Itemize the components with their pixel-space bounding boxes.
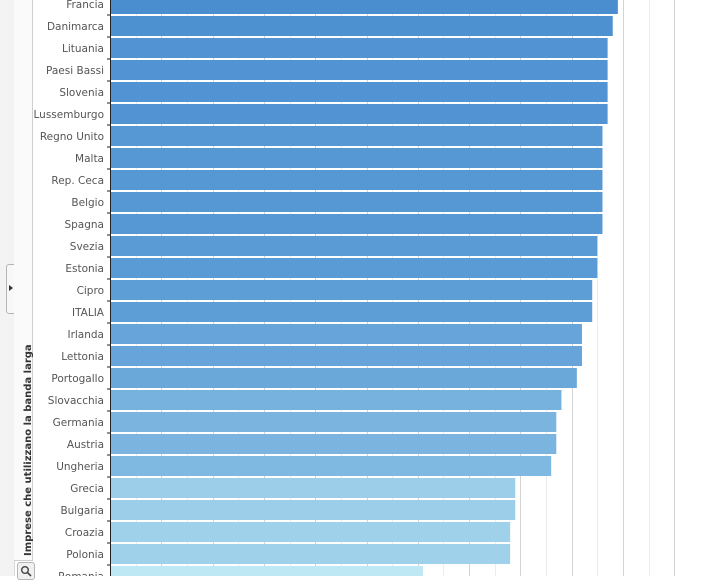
bar[interactable]	[110, 258, 598, 278]
bar[interactable]	[110, 500, 516, 520]
bar[interactable]	[110, 60, 608, 80]
bar[interactable]	[110, 38, 608, 58]
category-label: Irlanda	[67, 329, 104, 341]
category-label: Paesi Bassi	[46, 65, 104, 77]
bar[interactable]	[110, 0, 618, 14]
bar[interactable]	[110, 126, 603, 146]
bar[interactable]	[110, 324, 582, 344]
category-label: Regno Unito	[40, 131, 104, 143]
category-label: Germania	[53, 417, 104, 429]
bar[interactable]	[110, 456, 552, 476]
category-label: Slovacchia	[48, 395, 104, 407]
bar[interactable]	[110, 368, 577, 388]
bar[interactable]	[110, 214, 603, 234]
category-label: Malta	[75, 153, 104, 165]
axis-title-panel	[14, 0, 33, 561]
category-label: Estonia	[65, 263, 104, 275]
category-label: Lettonia	[61, 351, 104, 363]
category-label: Cipro	[77, 285, 104, 297]
category-label: ITALIA	[72, 307, 105, 319]
category-label: Portogallo	[51, 373, 104, 385]
category-label: Grecia	[70, 483, 104, 495]
category-label: Lussemburgo	[34, 109, 105, 121]
category-label: Bulgaria	[60, 505, 104, 517]
bar[interactable]	[110, 522, 511, 542]
bar[interactable]	[110, 412, 557, 432]
bar[interactable]	[110, 192, 603, 212]
bar[interactable]	[110, 478, 516, 498]
bar[interactable]	[110, 148, 603, 168]
category-label: Polonia	[66, 549, 104, 561]
bar[interactable]	[110, 104, 608, 124]
bar[interactable]	[110, 82, 608, 102]
category-label: Lituania	[62, 43, 104, 55]
bar[interactable]	[110, 280, 593, 300]
category-label: Austria	[67, 439, 104, 451]
category-label: Slovenia	[59, 87, 104, 99]
category-label: Ungheria	[56, 461, 104, 473]
chevron-right-icon	[9, 285, 13, 291]
bar[interactable]	[110, 236, 598, 256]
bar[interactable]	[110, 390, 562, 410]
bar[interactable]	[110, 434, 557, 454]
category-labels: Francia Danimarca Lituania Paesi Bassi Slove…	[34, 0, 105, 576]
bar[interactable]	[110, 544, 511, 564]
bar[interactable]	[110, 16, 613, 36]
category-label: Belgio	[71, 197, 104, 209]
bar[interactable]	[110, 302, 593, 322]
category-label: Francia	[66, 0, 104, 11]
category-label: Romania	[58, 571, 104, 576]
bar[interactable]	[110, 566, 423, 576]
magnifier-icon	[21, 566, 32, 577]
category-label: Danimarca	[47, 21, 104, 33]
bar[interactable]	[110, 346, 582, 366]
category-label: Spagna	[64, 219, 104, 231]
bar[interactable]	[110, 170, 603, 190]
category-label: Croazia	[65, 527, 104, 539]
category-label: Rep. Ceca	[51, 175, 104, 187]
y-axis-ticks	[107, 14, 110, 566]
bars	[110, 0, 618, 576]
category-label: Svezia	[70, 241, 104, 253]
